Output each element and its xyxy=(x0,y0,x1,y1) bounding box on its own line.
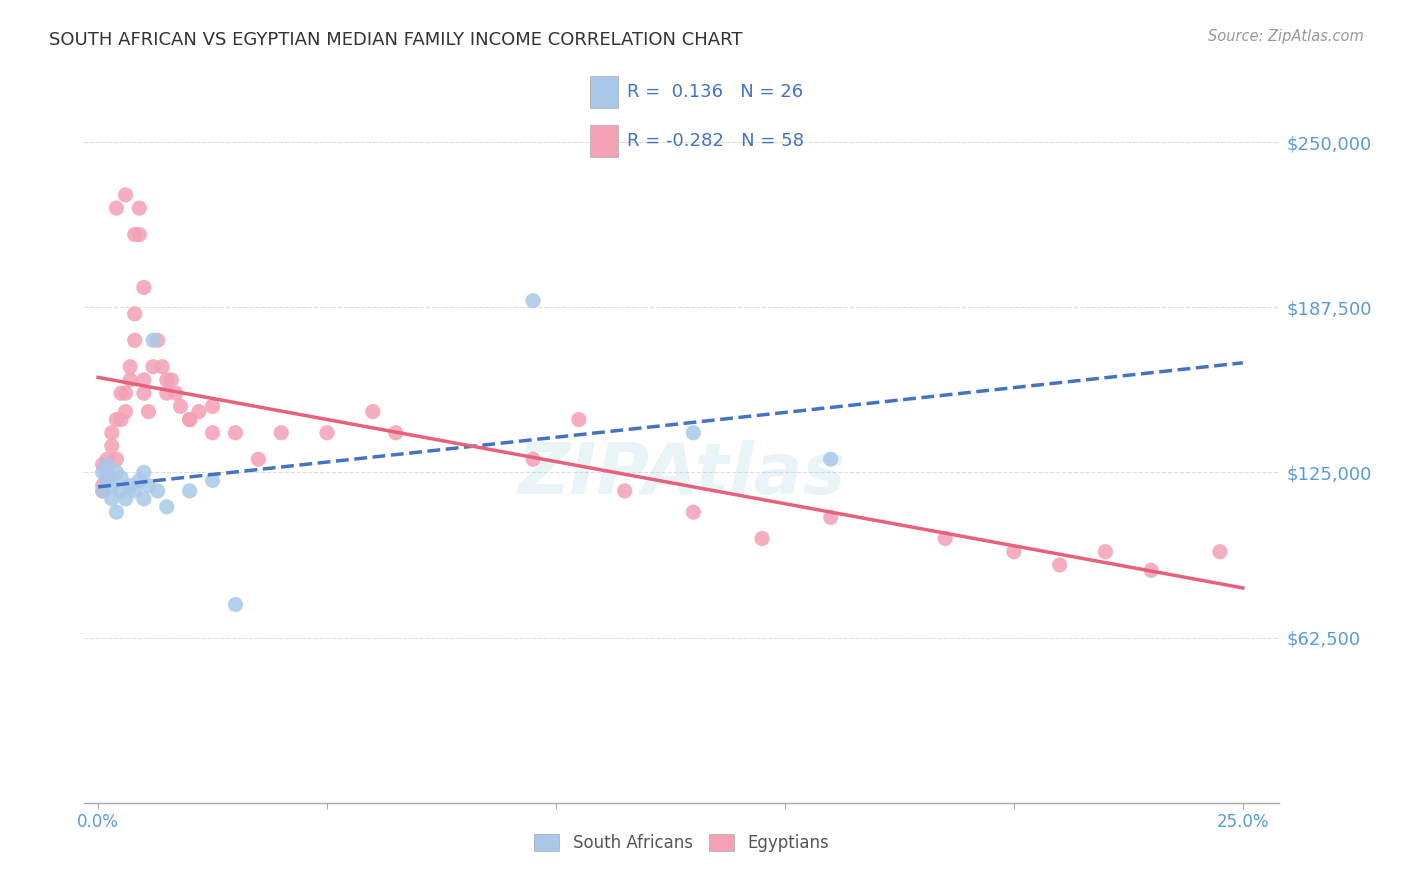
Point xyxy=(101,439,124,453)
Point xyxy=(96,458,118,472)
Point xyxy=(934,532,956,546)
Text: ZIPAtlas: ZIPAtlas xyxy=(517,440,846,509)
Point xyxy=(201,400,224,414)
Point xyxy=(120,373,142,387)
Point xyxy=(201,474,224,488)
Point xyxy=(150,359,173,374)
Point xyxy=(270,425,292,440)
Point xyxy=(110,483,132,498)
Text: SOUTH AFRICAN VS EGYPTIAN MEDIAN FAMILY INCOME CORRELATION CHART: SOUTH AFRICAN VS EGYPTIAN MEDIAN FAMILY … xyxy=(49,31,742,49)
Point xyxy=(142,359,165,374)
Point xyxy=(91,483,114,498)
Point xyxy=(522,293,544,308)
Point xyxy=(110,412,132,426)
Text: R =  0.136   N = 26: R = 0.136 N = 26 xyxy=(627,83,803,101)
Text: R = -0.282   N = 58: R = -0.282 N = 58 xyxy=(627,132,804,150)
Point xyxy=(142,333,165,347)
Point xyxy=(138,478,160,492)
Point xyxy=(91,466,114,480)
Point xyxy=(1002,545,1025,559)
Point xyxy=(105,466,128,480)
Point xyxy=(114,491,136,506)
Point xyxy=(96,452,118,467)
Point xyxy=(682,425,704,440)
Point xyxy=(96,474,118,488)
Point xyxy=(101,491,124,506)
Point xyxy=(160,373,183,387)
Point xyxy=(613,483,636,498)
Point xyxy=(522,452,544,467)
Point xyxy=(187,404,209,418)
Point xyxy=(165,386,187,401)
Point xyxy=(91,458,114,472)
Point xyxy=(96,474,118,488)
Point xyxy=(124,333,146,347)
Point xyxy=(384,425,406,440)
Point xyxy=(1094,545,1116,559)
Point xyxy=(820,452,842,467)
Point xyxy=(110,386,132,401)
Point xyxy=(124,307,146,321)
Point xyxy=(96,466,118,480)
Point xyxy=(120,478,142,492)
Point xyxy=(105,412,128,426)
Point xyxy=(132,466,155,480)
Point xyxy=(120,359,142,374)
Point xyxy=(128,201,150,215)
Point xyxy=(132,373,155,387)
Point xyxy=(146,333,169,347)
Point xyxy=(1140,563,1163,577)
Point xyxy=(132,386,155,401)
Point xyxy=(179,412,201,426)
Point xyxy=(101,478,124,492)
Point xyxy=(568,412,591,426)
Point xyxy=(146,483,169,498)
Point xyxy=(105,505,128,519)
Point xyxy=(110,471,132,485)
Point xyxy=(751,532,773,546)
Point xyxy=(179,412,201,426)
Point xyxy=(361,404,384,418)
Point xyxy=(316,425,339,440)
Point xyxy=(156,500,179,514)
Legend: South Africans, Egyptians: South Africans, Egyptians xyxy=(527,827,837,859)
Point xyxy=(169,400,191,414)
Text: Source: ZipAtlas.com: Source: ZipAtlas.com xyxy=(1208,29,1364,44)
Point xyxy=(114,386,136,401)
Point xyxy=(682,505,704,519)
Point xyxy=(224,598,246,612)
Point xyxy=(1209,545,1232,559)
Point xyxy=(201,425,224,440)
Bar xyxy=(589,76,617,108)
Y-axis label: Median Family Income: Median Family Income xyxy=(0,353,8,539)
Point xyxy=(114,404,136,418)
Point xyxy=(124,227,146,242)
Point xyxy=(156,386,179,401)
Point xyxy=(156,373,179,387)
Point xyxy=(820,510,842,524)
Bar xyxy=(589,125,617,157)
Point xyxy=(128,227,150,242)
Point xyxy=(101,425,124,440)
Point xyxy=(105,452,128,467)
Point xyxy=(179,483,201,498)
Point xyxy=(105,201,128,215)
Point xyxy=(247,452,270,467)
Point xyxy=(224,425,246,440)
Point xyxy=(132,280,155,294)
Point xyxy=(114,188,136,202)
Point xyxy=(128,474,150,488)
Point xyxy=(138,404,160,418)
Point xyxy=(91,483,114,498)
Point xyxy=(132,491,155,506)
Point xyxy=(91,478,114,492)
Point xyxy=(1049,558,1071,572)
Point xyxy=(124,483,146,498)
